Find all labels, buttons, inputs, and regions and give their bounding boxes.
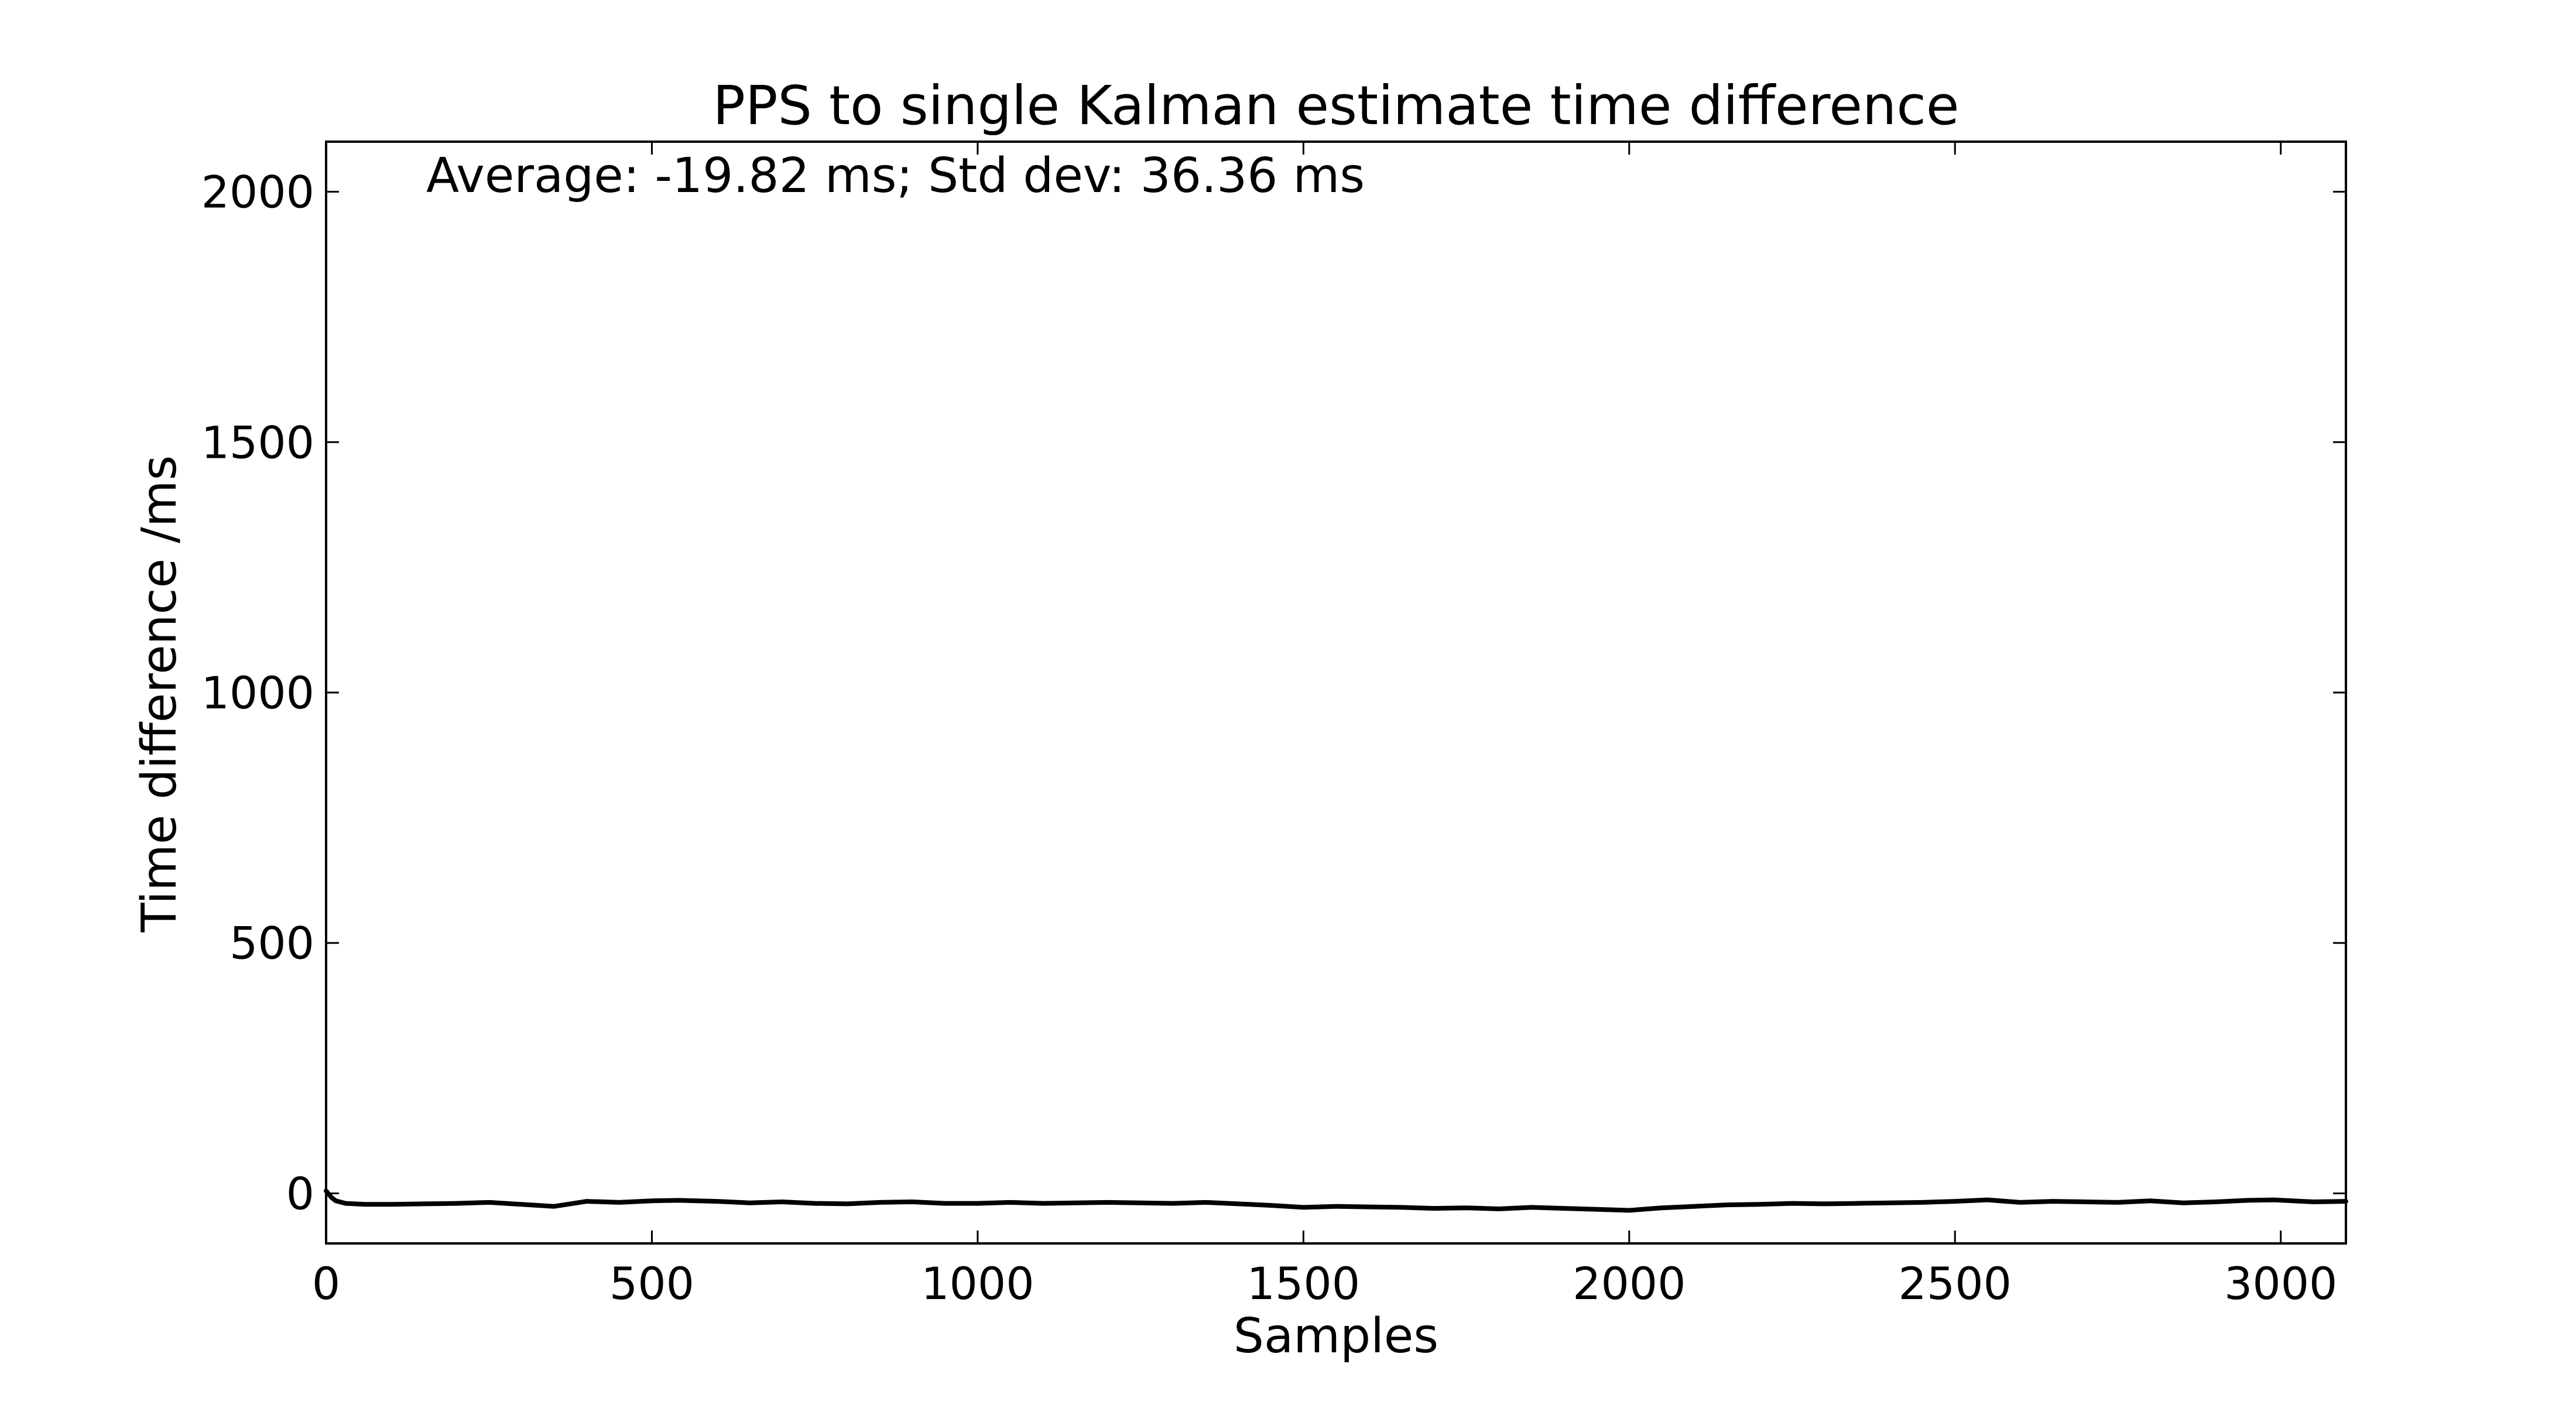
x-tick-label: 3000 [2224, 1257, 2337, 1310]
x-tick-label: 0 [312, 1257, 340, 1310]
x-tick-label: 2000 [1573, 1257, 1686, 1310]
x-tick-label: 1500 [1247, 1257, 1360, 1310]
x-tick-label: 500 [609, 1257, 694, 1310]
series-line-0 [324, 1188, 2348, 1213]
chart-title: PPS to single Kalman estimate time diffe… [712, 74, 1959, 137]
y-tick-label: 1500 [201, 416, 314, 468]
plot-area [324, 1188, 2348, 1213]
x-tick-label: 2500 [1899, 1257, 2012, 1310]
y-tick-label: 2000 [201, 166, 314, 218]
y-tick-label: 500 [229, 917, 314, 969]
stats-annotation: Average: -19.82 ms; Std dev: 36.36 ms [426, 148, 1365, 204]
y-tick-label: 0 [286, 1167, 314, 1219]
axis-ticks: 0 500 1000 1500 2000 2500 3000 0 500 1000 1500 2000 [201, 140, 2347, 1310]
y-tick-label: 1000 [201, 667, 314, 719]
x-tick-label: 1000 [921, 1257, 1034, 1310]
y-axis-label: Time difference /ms [132, 455, 187, 933]
x-axis-label: Samples [1234, 1308, 1438, 1364]
